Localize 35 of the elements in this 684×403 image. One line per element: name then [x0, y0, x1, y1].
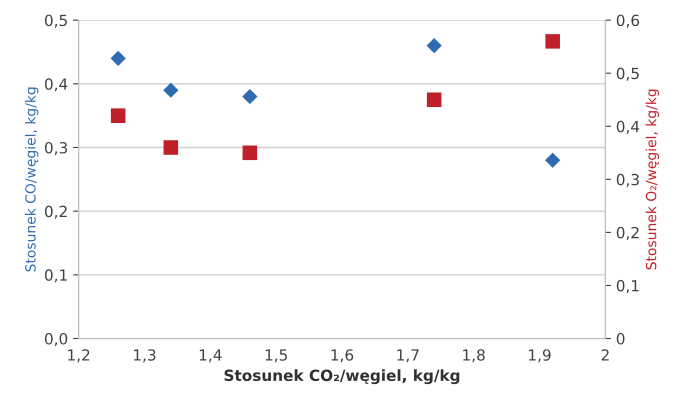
x-tick-label: 2 — [602, 349, 609, 361]
y2-tick-label: 0,1 — [616, 280, 639, 294]
x-tick-label: 1,6 — [332, 349, 354, 362]
point — [163, 82, 178, 98]
y-tick-label: 0,3 — [44, 142, 68, 156]
point — [545, 34, 560, 49]
y-tick-label: 0,0 — [44, 332, 68, 346]
x-tick-label: 1,4 — [200, 349, 222, 362]
y-axis-title: Stosunek CO/węgiel, kg/kg — [24, 88, 38, 272]
point — [426, 92, 442, 108]
point — [242, 88, 258, 104]
y2-tick-label: 0,4 — [616, 120, 640, 134]
y2-tick-label: 0,2 — [616, 226, 639, 240]
y-tick-label: 0,2 — [44, 206, 67, 219]
y2-tick-label: 0 — [616, 332, 624, 345]
point — [426, 38, 442, 54]
y-tick-label: 0,4 — [44, 78, 68, 92]
y2-tick-label: 0,5 — [616, 68, 639, 81]
y2-axis-title: Stosunek O₂/węgiel, kg/kg — [646, 90, 660, 270]
point — [110, 108, 126, 123]
x-tick-label: 1,3 — [134, 349, 156, 362]
y-tick-label: 0,1 — [44, 269, 67, 282]
x-tick-label: 1,2 — [68, 349, 90, 362]
point — [545, 152, 560, 168]
x-axis-title: Stosunek CO₂/węgiel, kg/kg — [224, 369, 460, 384]
point — [164, 140, 178, 155]
x-tick-label: 1,8 — [463, 349, 485, 362]
y2-tick-label: 0,3 — [616, 174, 639, 187]
x-tick-label: 1,9 — [529, 349, 551, 362]
point — [242, 146, 258, 160]
x-tick-label: 1,7 — [397, 349, 419, 362]
y2-tick-label: 0,6 — [616, 14, 640, 28]
point — [110, 50, 126, 66]
x-tick-label: 1,5 — [266, 349, 287, 362]
y-tick-label: 0,5 — [44, 14, 67, 28]
